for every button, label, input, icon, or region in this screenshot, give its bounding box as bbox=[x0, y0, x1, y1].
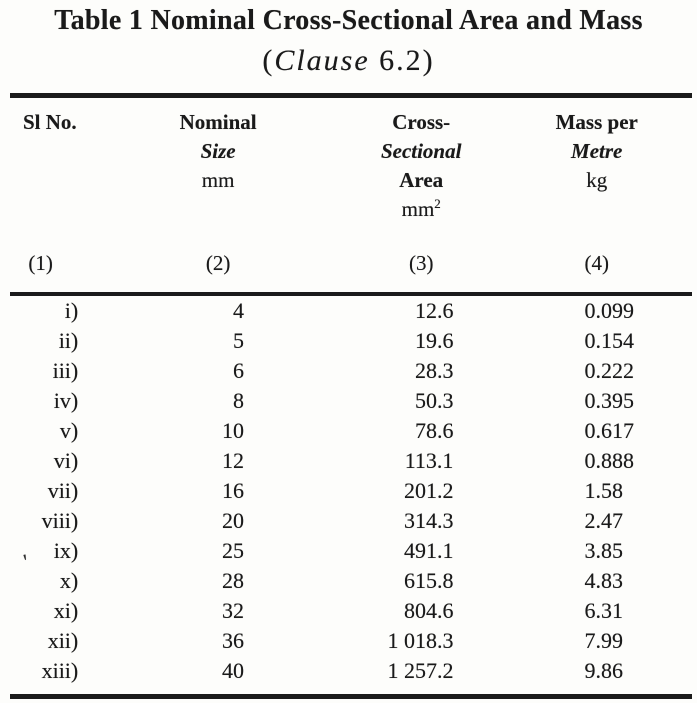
header-line: Size bbox=[200, 139, 236, 163]
header-line: Sectional bbox=[380, 139, 462, 163]
row-mass: 7.99 bbox=[584, 628, 623, 653]
header-line: Nominal bbox=[179, 110, 257, 134]
row-area: 28.3 bbox=[414, 358, 454, 383]
table-row: ii) 5 19.6 0.154 bbox=[10, 326, 692, 356]
header-line: Cross- bbox=[392, 110, 451, 134]
table-row: xi) 32 804.6 6.31 bbox=[10, 596, 692, 626]
column-number-1: (1) bbox=[28, 250, 53, 275]
column-number-4: (4) bbox=[584, 250, 609, 275]
row-size: 20 bbox=[221, 508, 244, 533]
row-size: 12 bbox=[221, 448, 244, 473]
table-body: i) 4 12.6 0.099 ii) 5 19.6 0.154 iii) 6 28.3 0.222 i… bbox=[10, 292, 692, 697]
clause-word: Clause bbox=[274, 44, 370, 77]
table-row: iii) 6 28.3 0.222 bbox=[10, 356, 692, 386]
column-number-3: (3) bbox=[408, 250, 434, 275]
row-sl-no: viii) bbox=[41, 508, 79, 533]
row-area: 804.6 bbox=[403, 598, 454, 623]
row-area: 201.2 bbox=[403, 478, 454, 503]
row-size: 10 bbox=[221, 418, 244, 443]
table-row: vii) 16 201.2 1.58 bbox=[10, 476, 692, 506]
row-size: 5 bbox=[232, 328, 244, 353]
row-sl-no: ii) bbox=[58, 328, 79, 353]
table-title: Table 1 Nominal Cross-Sectional Area and… bbox=[0, 0, 697, 40]
header-column-numbers-row: (1) (2) (3) (4) bbox=[10, 234, 692, 294]
row-sl-no: xi) bbox=[53, 598, 79, 623]
row-mass: 0.617 bbox=[584, 418, 634, 443]
row-sl-no: vii) bbox=[47, 478, 79, 503]
header-names-row: Sl No. Nominal Size mm Cross- Sectional … bbox=[10, 96, 692, 235]
row-area: 314.3 bbox=[403, 508, 454, 533]
header-line: Mass per bbox=[555, 110, 638, 134]
row-mass: 0.888 bbox=[584, 448, 634, 473]
row-mass: 0.395 bbox=[584, 388, 634, 413]
table-row: viii) 20 314.3 2.47 bbox=[10, 506, 692, 536]
row-sl-no: iv) bbox=[53, 388, 79, 413]
row-sl-no: ix) bbox=[53, 538, 79, 563]
unit-superscript: 2 bbox=[434, 196, 441, 211]
row-area: 50.3 bbox=[414, 388, 454, 413]
row-size: 16 bbox=[221, 478, 244, 503]
row-mass: 0.222 bbox=[584, 358, 634, 383]
row-area: 1 257.2 bbox=[387, 658, 454, 683]
row-mass: 0.099 bbox=[501, 292, 692, 326]
row-sl-no: v) bbox=[59, 418, 79, 443]
row-sl-no: vi) bbox=[53, 448, 79, 473]
unit-label-mm2: mm2 bbox=[341, 195, 501, 224]
row-sl-no: x) bbox=[59, 568, 79, 593]
table-row: v) 10 78.6 0.617 bbox=[10, 416, 692, 446]
row-size: 32 bbox=[221, 598, 244, 623]
unit-label-kg: kg bbox=[586, 168, 608, 192]
row-area: 113.1 bbox=[404, 448, 454, 473]
row-sl-no: xii) bbox=[47, 628, 79, 653]
table-row: xii) 36 1 018.3 7.99 bbox=[10, 626, 692, 656]
row-mass: 0.154 bbox=[584, 328, 634, 353]
table-title-text: Table 1 Nominal Cross-Sectional Area and… bbox=[54, 5, 643, 36]
row-size: 28 bbox=[221, 568, 244, 593]
col-header-mass-per-metre: Mass per Metre kg bbox=[501, 96, 692, 235]
col-header-sl-no: Sl No. bbox=[10, 96, 95, 235]
col-header-cross-sectional-area: Cross- Sectional Area mm2 bbox=[341, 96, 501, 235]
header-line: Area bbox=[399, 168, 444, 192]
row-mass: 4.83 bbox=[584, 568, 623, 593]
column-number-2: (2) bbox=[205, 250, 231, 275]
row-size: 25 bbox=[221, 538, 244, 563]
nominal-area-mass-table: Sl No. Nominal Size mm Cross- Sectional … bbox=[10, 93, 692, 699]
table-subtitle: (Clause 6.2) bbox=[0, 40, 697, 82]
table-row: iv) 8 50.3 0.395 bbox=[10, 386, 692, 416]
row-mass: 9.86 bbox=[584, 658, 623, 683]
row-area: 78.6 bbox=[414, 418, 454, 443]
table-header: Sl No. Nominal Size mm Cross- Sectional … bbox=[10, 96, 692, 295]
row-size: 8 bbox=[232, 388, 244, 413]
row-mass: 6.31 bbox=[584, 598, 623, 623]
table-row: xiii) 40 1 257.2 9.86 bbox=[10, 656, 692, 697]
clause-number: 6.2) bbox=[369, 44, 435, 77]
table-row: i) 4 12.6 0.099 bbox=[10, 292, 692, 326]
table-row: x) 28 615.8 4.83 bbox=[10, 566, 692, 596]
row-sl-no: i) bbox=[10, 292, 96, 326]
table-row: ix) 25 491.1 3.85 bbox=[10, 536, 692, 566]
unit-label-mm: mm bbox=[201, 168, 235, 192]
row-size: 6 bbox=[232, 358, 244, 383]
row-area: 1 018.3 bbox=[387, 628, 454, 653]
unit-base: mm bbox=[401, 197, 435, 221]
row-mass: 3.85 bbox=[584, 538, 623, 563]
table-row: vi) 12 113.1 0.888 bbox=[10, 446, 692, 476]
header-line: Metre bbox=[571, 139, 623, 163]
row-sl-no: xiii) bbox=[41, 658, 79, 683]
header-line: Sl No. bbox=[23, 110, 77, 134]
row-area: 12.6 bbox=[340, 292, 502, 326]
row-sl-no: iii) bbox=[52, 358, 79, 383]
row-area: 491.1 bbox=[403, 538, 454, 563]
row-mass: 1.58 bbox=[584, 478, 623, 503]
row-area: 615.8 bbox=[403, 568, 454, 593]
row-mass: 2.47 bbox=[584, 508, 623, 533]
col-header-nominal-size: Nominal Size mm bbox=[95, 96, 341, 235]
row-size: 40 bbox=[221, 658, 244, 683]
clause-open-paren: ( bbox=[262, 44, 275, 77]
row-size: 4 bbox=[95, 292, 341, 326]
row-size: 36 bbox=[221, 628, 244, 653]
row-area: 19.6 bbox=[414, 328, 454, 353]
